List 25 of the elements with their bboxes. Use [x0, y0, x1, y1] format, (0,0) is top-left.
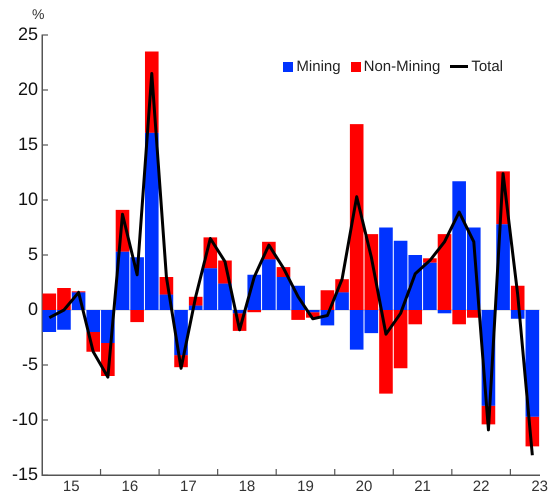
y-tick-label: 5	[28, 244, 38, 264]
x-tick-label: 19	[297, 478, 314, 496]
y-tick-label: 20	[18, 78, 38, 99]
y-tick-label: -10	[12, 408, 38, 429]
x-tick-label: 22	[472, 478, 490, 496]
y-tick-label: -15	[12, 464, 38, 484]
legend-label: Total	[471, 58, 503, 75]
x-tick-label: 23	[531, 478, 548, 496]
x-tick-label: 20	[356, 478, 372, 496]
legend-label: Non-Mining	[364, 58, 440, 75]
x-tick-label: 18	[238, 478, 256, 496]
bar	[438, 310, 452, 314]
y-axis-title: %	[32, 6, 44, 22]
bar	[130, 310, 144, 322]
y-tick-label: 25	[18, 24, 38, 44]
legend-label: Mining	[296, 58, 341, 75]
x-tick-label: 17	[180, 478, 197, 496]
x-tick-label: 21	[414, 478, 431, 496]
x-tick-label: 15	[62, 478, 80, 496]
x-tick-label: 16	[121, 478, 138, 496]
bar	[335, 292, 349, 310]
y-tick-label: 0	[28, 298, 38, 319]
y-tick-label: 10	[18, 188, 38, 209]
y-tick-label: -5	[22, 354, 38, 374]
y-tick-label: 15	[18, 134, 38, 154]
